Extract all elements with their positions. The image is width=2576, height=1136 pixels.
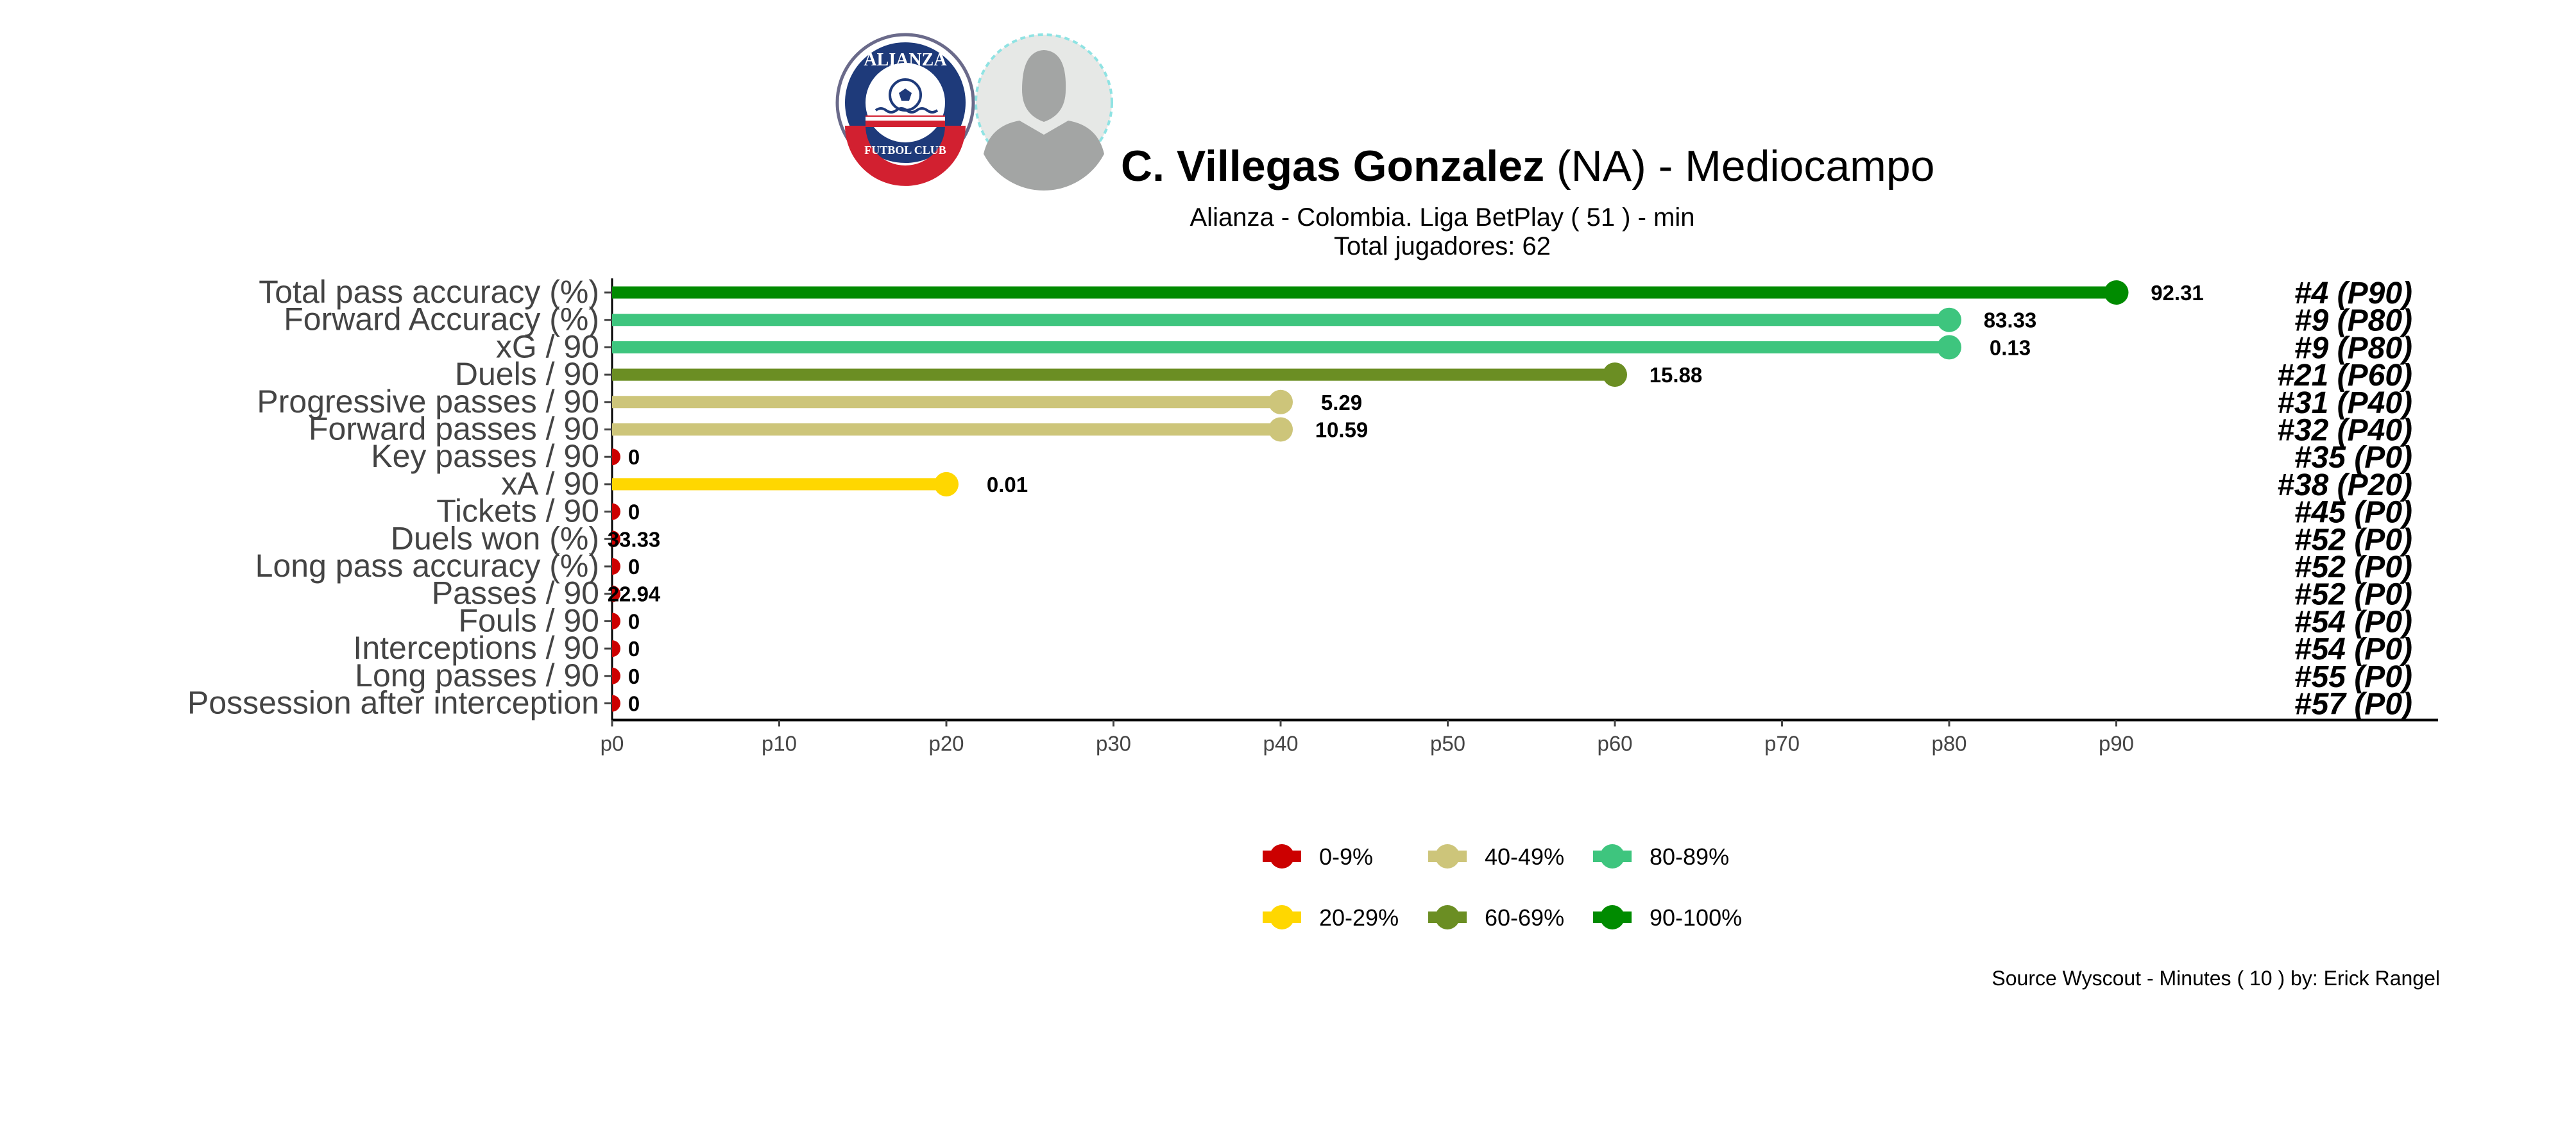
data-label: 10.59 [1315, 418, 1369, 442]
rank-label: #9 (P80) [2294, 304, 2412, 338]
rank-label: #21 (P60) [2277, 359, 2412, 393]
data-label: 0 [628, 445, 640, 469]
y-tick-label: xG / 90 [496, 328, 599, 364]
legend-key-dot [1600, 905, 1625, 929]
legend-key-dot [1270, 905, 1294, 929]
y-tick-label: Long pass accuracy (%) [255, 548, 599, 584]
y-tick-label: Total pass accuracy (%) [259, 274, 599, 310]
rank-label: #35 (P0) [2294, 441, 2412, 475]
lollipop-dot [612, 530, 621, 548]
x-tick-label: p20 [928, 732, 964, 756]
y-tick-label: Tickets / 90 [436, 493, 599, 529]
legend-key-dot [1600, 844, 1625, 869]
y-tick-label: Possession after interception [187, 685, 599, 721]
plot-area: Total pass accuracy (%) 92.31 #4 (P90) Forw… [187, 274, 2438, 931]
rank-label: #9 (P80) [2294, 331, 2412, 365]
lollipop-dot [612, 695, 621, 712]
data-label: 0.01 [987, 473, 1028, 496]
x-tick-label: p30 [1096, 732, 1131, 756]
club-badge-bottom-text: FUTBOL CLUB [864, 144, 946, 157]
x-tick-label: p90 [2099, 732, 2134, 756]
x-tick-label: p10 [762, 732, 797, 756]
lollipop-dot [612, 448, 621, 466]
lollipop-dot [934, 471, 959, 496]
x-tick-label: p70 [1764, 732, 1800, 756]
rank-label: #52 (P0) [2294, 523, 2412, 557]
x-tick-label: p60 [1597, 732, 1632, 756]
y-tick-label: Long passes / 90 [355, 657, 599, 693]
x-tick-label: p40 [1263, 732, 1298, 756]
x-tick-label: p50 [1430, 732, 1465, 756]
y-tick-label: Forward Accuracy (%) [284, 301, 599, 337]
rank-label: #45 (P0) [2294, 496, 2412, 530]
lollipop-dot [1603, 362, 1627, 387]
y-tick-label: Duels / 90 [455, 356, 599, 392]
data-label: 0 [628, 692, 640, 716]
rank-label: #54 (P0) [2294, 632, 2412, 666]
club-badge-top-text: ALIANZA [864, 50, 947, 70]
player-name: C. Villegas Gonzalez [1121, 142, 1544, 191]
data-label: 0 [628, 555, 640, 579]
data-label: 33.33 [608, 527, 661, 551]
x-tick-label: p0 [601, 732, 624, 756]
club-badge-icon: ALIANZA FUTBOL CLUB [835, 33, 975, 186]
lollipop-dot [612, 503, 621, 520]
rank-label: #4 (P90) [2294, 276, 2412, 310]
data-label: 22.94 [608, 582, 661, 606]
data-label: 5.29 [1321, 391, 1362, 414]
chart-subtitle: Alianza - Colombia. Liga BetPlay ( 51 ) … [1190, 203, 1695, 232]
legend-label: 40-49% [1485, 844, 1564, 870]
y-tick-label: Duels won (%) [391, 520, 599, 556]
legend-label: 20-29% [1319, 904, 1399, 931]
y-tick-label: Interceptions / 90 [353, 630, 599, 666]
y-tick-label: Forward passes / 90 [309, 411, 599, 447]
data-label: 0 [628, 500, 640, 524]
rank-label: #57 (P0) [2294, 688, 2412, 722]
lollipop-dot [612, 585, 621, 602]
rank-label: #55 (P0) [2294, 660, 2412, 694]
data-label: 0 [628, 665, 640, 688]
y-tick-label: Passes / 90 [432, 575, 599, 611]
legend-label: 60-69% [1485, 904, 1564, 931]
rank-label: #52 (P0) [2294, 578, 2412, 612]
lollipop-dot [612, 558, 620, 575]
lollipop-dot [1268, 417, 1293, 442]
lollipop-dot [1937, 335, 1961, 360]
lollipop-dot [2104, 280, 2129, 305]
chart-title: C. Villegas Gonzalez (NA) - Mediocampo [1121, 142, 1934, 191]
data-label: 0 [628, 637, 640, 661]
data-label: 92.31 [2151, 281, 2204, 305]
lollipop-dot [612, 613, 621, 630]
rank-label: #52 (P0) [2294, 550, 2412, 584]
y-tick-label: Key passes / 90 [371, 438, 599, 474]
legend-key-dot [1270, 844, 1294, 869]
soccer-ball-icon [889, 78, 922, 112]
x-tick-label: p80 [1931, 732, 1966, 756]
data-label: 0.13 [1990, 335, 2031, 359]
player-title-suffix: (NA) - Mediocampo [1544, 142, 1934, 191]
legend-label: 90-100% [1650, 904, 1742, 931]
lollipop-dot [612, 667, 621, 684]
legend-label: 0-9% [1319, 844, 1373, 870]
rank-label: #38 (P20) [2277, 468, 2412, 502]
legend-label: 80-89% [1650, 844, 1729, 870]
y-tick-label: Fouls / 90 [458, 602, 599, 638]
player-silhouette-icon [975, 33, 1113, 191]
lollipop-dot [1268, 389, 1293, 414]
source-caption: Source Wyscout - Minutes ( 10 ) by: Eric… [1992, 967, 2440, 990]
legend-key-dot [1435, 844, 1460, 869]
data-label: 15.88 [1650, 363, 1703, 387]
data-label: 0 [628, 609, 640, 633]
y-tick-label: Progressive passes / 90 [257, 384, 599, 420]
chart-subtitle-2: Total jugadores: 62 [1334, 232, 1551, 260]
lollipop-dot [1937, 307, 1961, 332]
rank-label: #32 (P40) [2277, 414, 2412, 448]
data-label: 83.33 [1984, 309, 2037, 332]
y-tick-label: xA / 90 [501, 466, 599, 502]
legend-key-dot [1435, 905, 1460, 929]
rank-label: #31 (P40) [2277, 386, 2412, 420]
lollipop-dot [612, 640, 621, 657]
rank-label: #54 (P0) [2294, 605, 2412, 639]
